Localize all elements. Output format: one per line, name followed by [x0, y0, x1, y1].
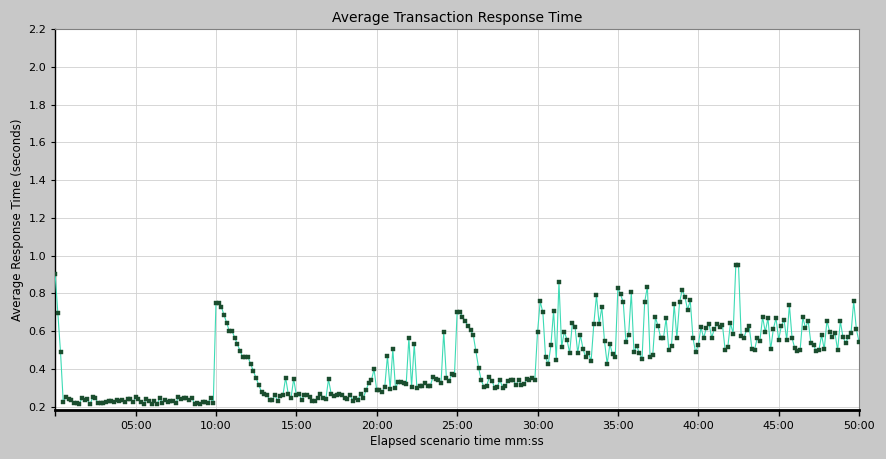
Title: Average Transaction Response Time: Average Transaction Response Time: [332, 11, 582, 25]
X-axis label: Elapsed scenario time mm:ss: Elapsed scenario time mm:ss: [370, 435, 544, 448]
Y-axis label: Average Response Time (seconds): Average Response Time (seconds): [12, 118, 24, 321]
